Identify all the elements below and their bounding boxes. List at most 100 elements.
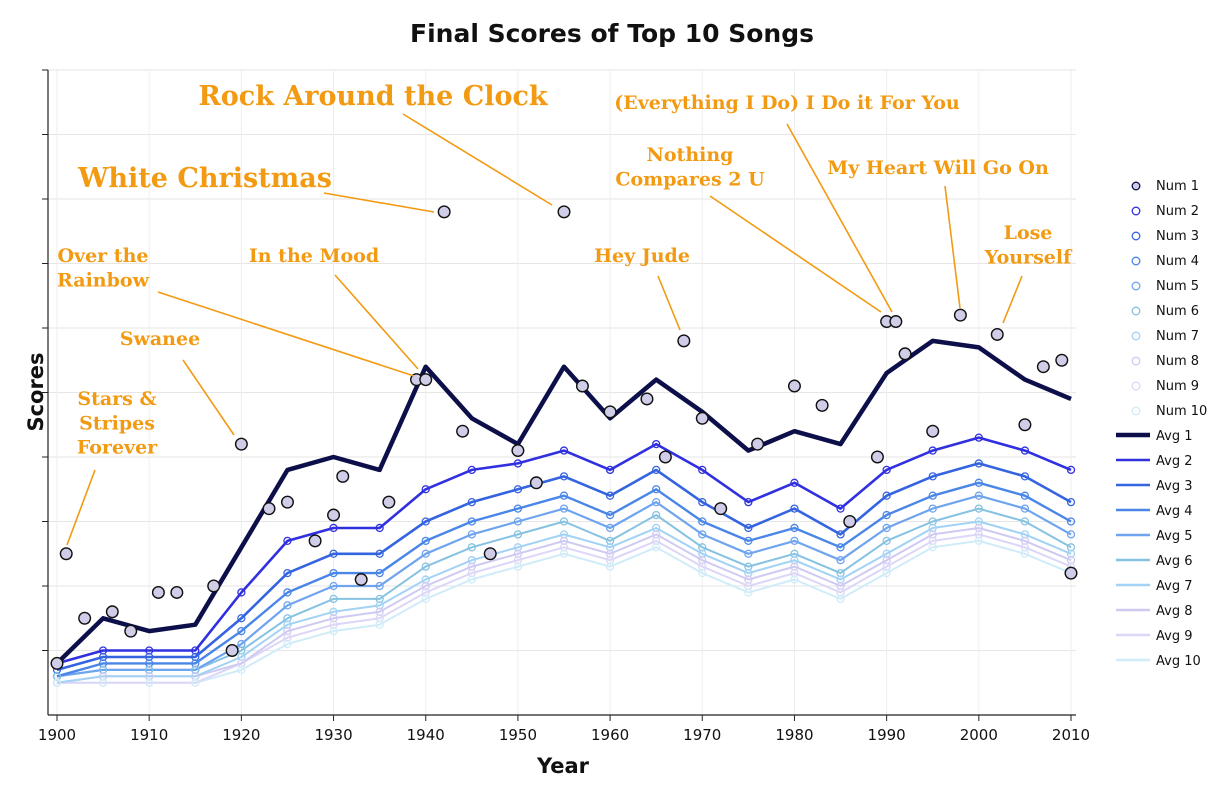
point-num-2 [559,446,569,455]
x-tick-label: 1910 [130,726,168,744]
annotation-label: White Christmas [77,163,332,194]
point-num-10 [237,665,246,674]
point-num-1 [575,379,589,393]
series-avg-9 [57,533,1072,684]
legend-label: Avg 5 [1156,529,1192,544]
point-num-3 [559,472,569,481]
point-num-5 [652,497,661,507]
point-num-2 [513,459,523,468]
point-num-6 [467,543,476,552]
point-num-6 [974,504,983,513]
legend-swatch [1131,181,1141,191]
point-num-6 [329,594,338,604]
point-num-1 [327,508,341,522]
annotation-line: (Everything I Do) I Do it For You [614,92,960,114]
legend-label: Num 8 [1156,354,1199,369]
point-num-10 [698,568,707,578]
legend: Num 1 Num 2 Num 3 Num 4 Num 5 Num 6 Num 7 Num 8… [1116,179,1207,669]
point-num-4 [1066,517,1076,526]
point-num-10 [1020,549,1030,558]
point-num-10 [375,620,384,629]
annotations: Stars & Stripes Forever Swanee Over the Rainb… [57,81,1073,546]
point-num-5 [1020,504,1030,513]
point-num-5 [605,523,615,533]
point-num-2 [1066,465,1076,475]
x-tick-label: 2000 [960,726,998,744]
point-num-3 [421,517,430,526]
point-num-1 [695,411,709,425]
point-num-4 [928,491,937,500]
annotation-leader [157,291,415,377]
point-num-5 [928,504,937,513]
point-num-10 [974,536,983,545]
point-num-4 [605,510,615,520]
annotation-leader [66,469,96,546]
point-num-5 [513,517,523,526]
point-num-6 [1020,517,1030,526]
point-num-1 [1036,360,1050,374]
legend-swatch [1131,281,1141,291]
point-num-1 [870,450,884,464]
annotation-line: Swanee [120,328,200,350]
x-tick-label: 1960 [591,726,629,744]
annotation-line: Lose [1004,222,1053,244]
annotation-line: Yourself [984,246,1073,268]
annotation-line: Nothing [647,144,734,166]
legend-label: Avg 6 [1156,554,1192,569]
point-num-1 [787,379,801,393]
series-avg-3 [56,462,1072,672]
point-num-3 [836,530,845,539]
point-num-1 [456,424,470,438]
legend-swatch [1131,206,1141,216]
legend-swatch [1131,306,1141,316]
point-num-1 [898,347,912,361]
legend-label: Num 2 [1156,204,1199,219]
point-num-3 [467,497,476,507]
legend-label: Avg 3 [1156,479,1192,494]
point-num-3 [790,504,799,513]
point-num-1 [953,308,967,322]
point-num-4 [974,478,983,487]
point-num-4 [283,588,292,597]
point-num-10 [652,543,661,552]
point-num-1 [843,515,857,529]
point-num-5 [836,556,845,565]
point-num-1 [529,476,543,490]
point-num-4 [329,568,338,578]
point-num-2 [421,485,430,494]
legend-label: Avg 4 [1156,504,1192,519]
point-num-3 [974,459,983,468]
point-num-1 [170,585,184,599]
annotation-leader [944,185,961,309]
point-num-4 [882,510,891,520]
series-avg-2 [56,436,1072,665]
x-ticks: 1900 1910 1920 1930 1940 1950 1960 1970 1980 1990… [38,715,1090,744]
point-num-1 [483,547,497,561]
point-num-6 [513,530,523,539]
annotation-label: Stars & Stripes Forever [77,388,158,459]
point-num-4 [652,485,661,494]
x-tick-label: 1920 [222,726,260,744]
x-tick-label: 1930 [314,726,352,744]
annotation-leader [323,192,435,213]
point-num-5 [467,530,476,539]
point-num-2 [790,478,799,487]
point-num-5 [974,491,983,500]
series-avg-10 [57,539,1072,684]
point-num-6 [559,517,569,526]
point-num-1 [308,534,322,548]
point-num-10 [98,678,108,687]
series-avg-8 [56,527,1072,684]
point-num-1 [603,405,617,419]
point-num-10 [605,562,615,571]
legend-label: Num 10 [1156,404,1207,419]
point-num-10 [513,562,523,571]
point-num-4 [1020,491,1030,500]
annotation-leader [709,195,882,313]
annotation-line: Stripes [79,412,155,434]
legend-swatch [1131,331,1141,341]
point-num-1 [751,437,765,451]
point-num-1 [280,495,294,509]
point-num-10 [467,575,476,584]
